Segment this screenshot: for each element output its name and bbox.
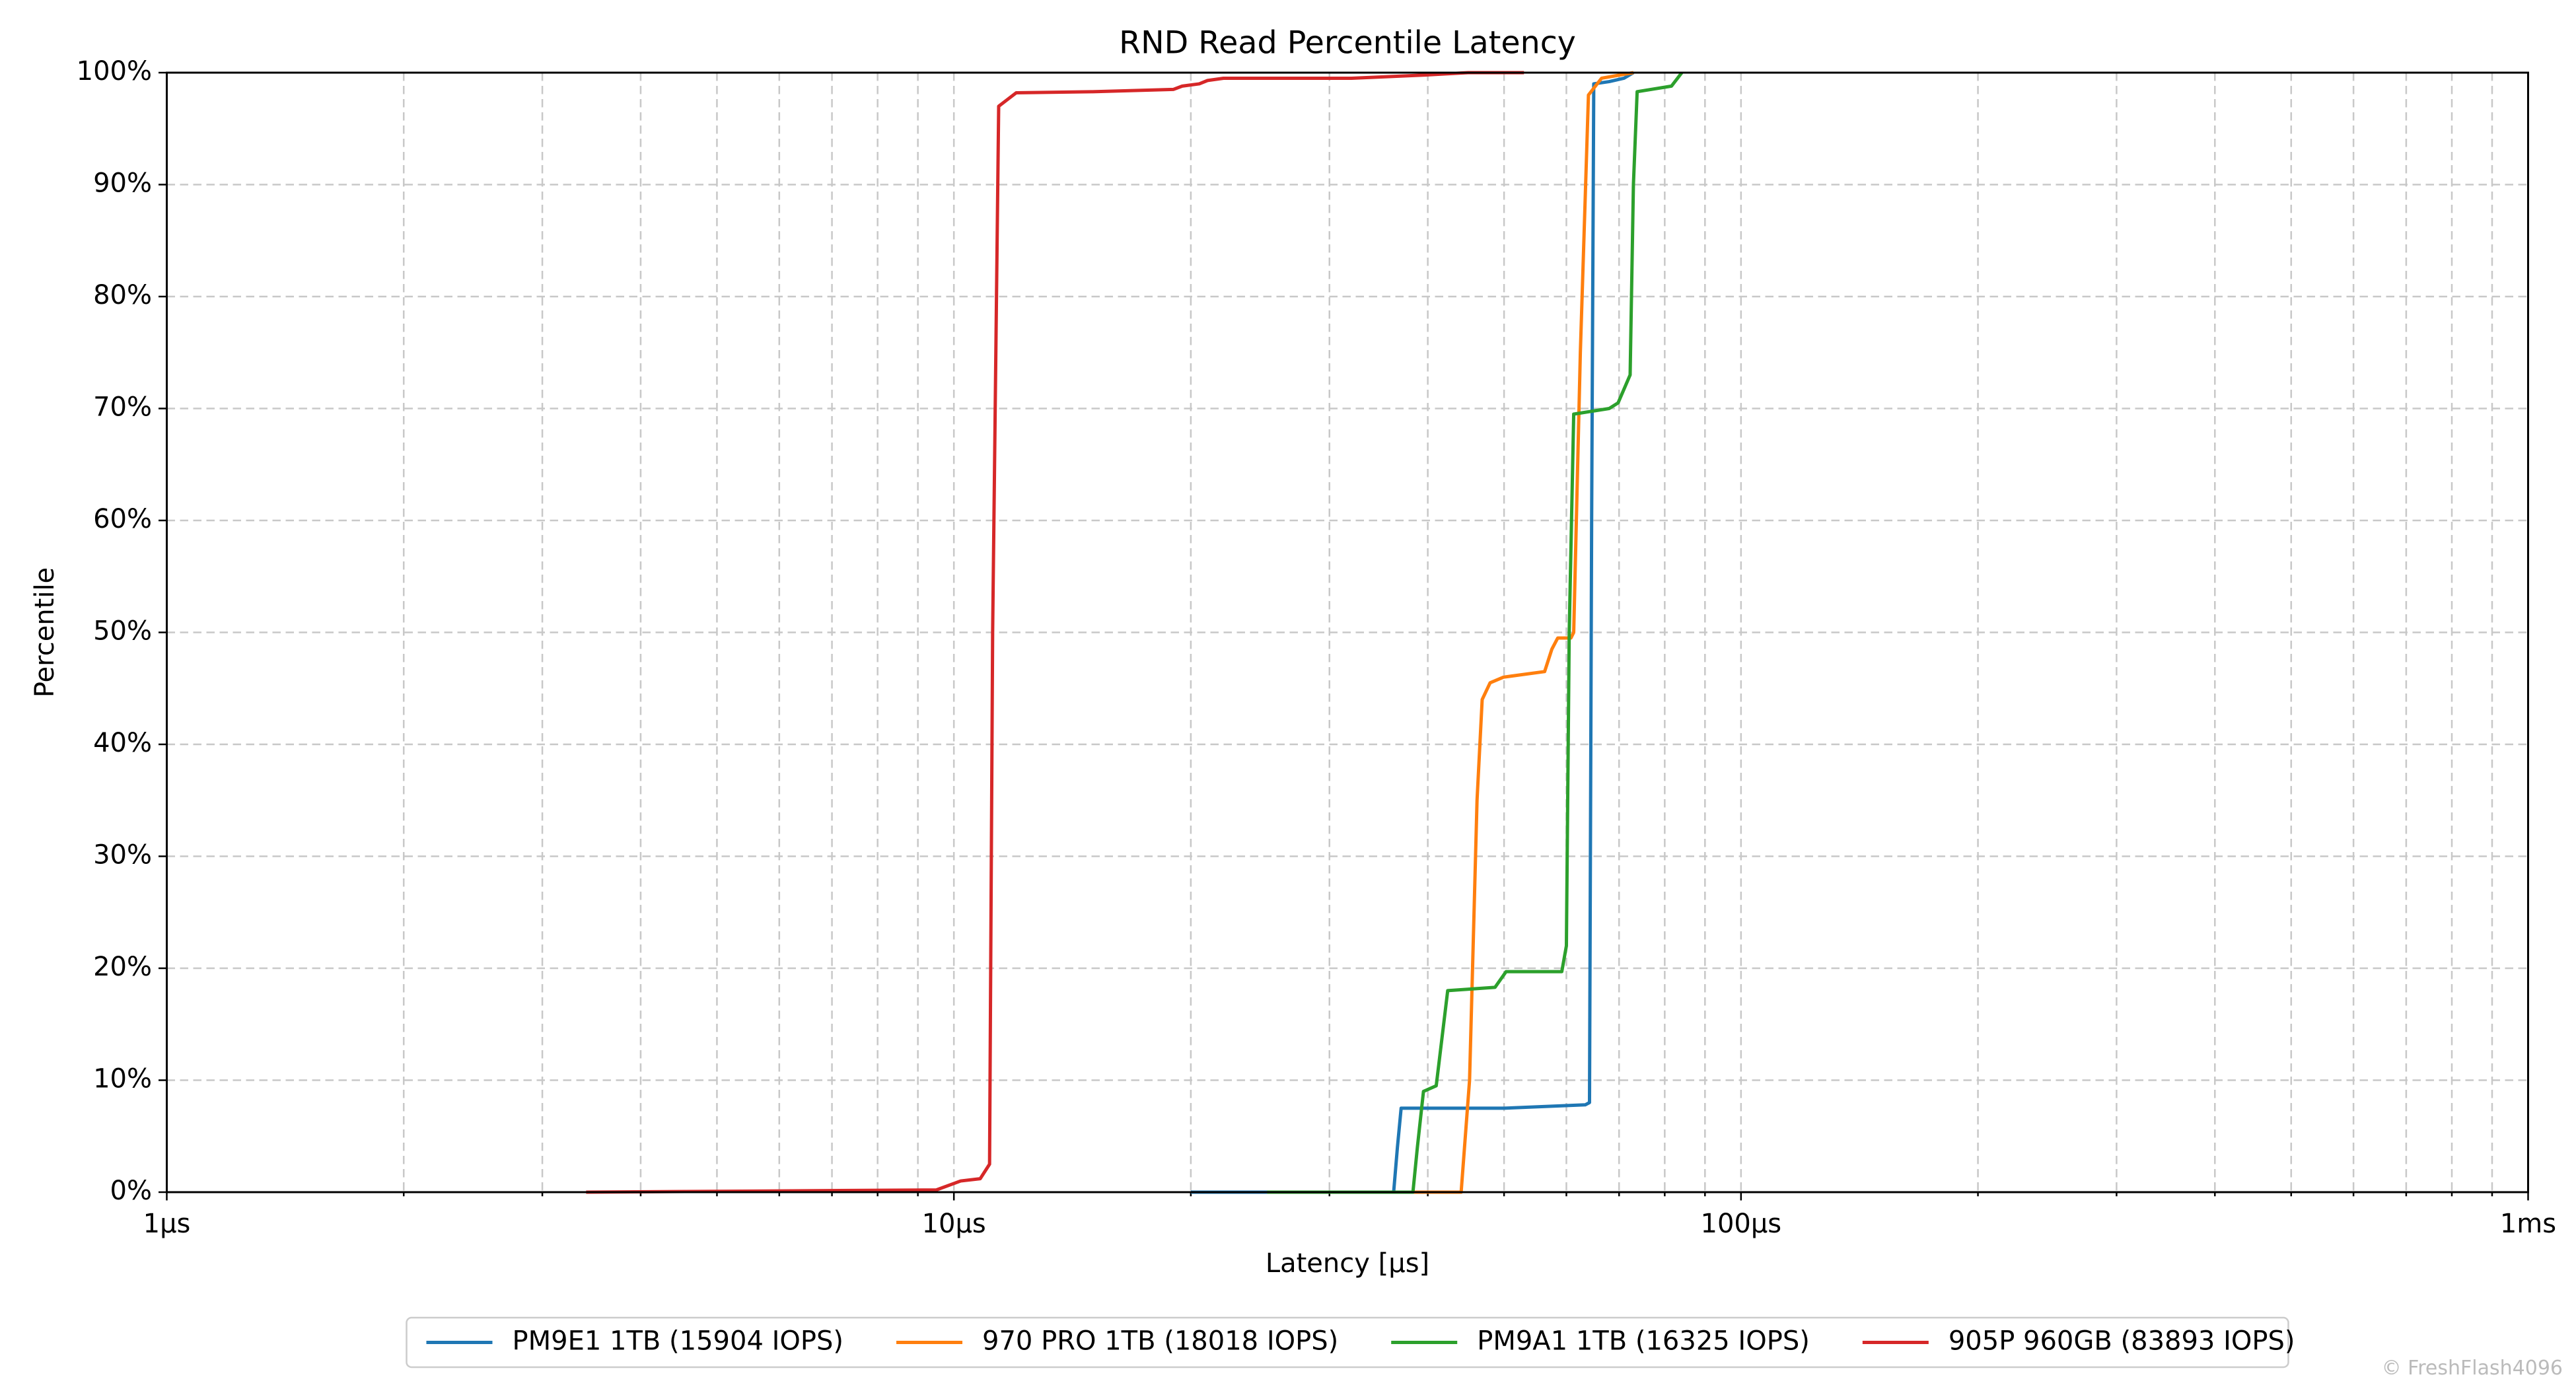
- y-tick-label: 80%: [93, 280, 152, 310]
- x-tick-label: 100µs: [1701, 1209, 1782, 1239]
- y-tick-label: 70%: [93, 392, 152, 423]
- legend-label: PM9A1 1TB (16325 IOPS): [1477, 1326, 1810, 1357]
- y-tick-label: 90%: [93, 168, 152, 199]
- legend-box: [406, 1316, 2289, 1369]
- legend-label: PM9E1 1TB (15904 IOPS): [512, 1326, 843, 1357]
- y-tick-label: 100%: [77, 56, 152, 87]
- y-tick-label: 40%: [93, 728, 152, 758]
- y-tick-label: 0%: [110, 1176, 152, 1206]
- series-line: [1190, 71, 1635, 1194]
- plot-frame: [166, 71, 2529, 1193]
- x-tick-label: 1µs: [143, 1209, 191, 1239]
- y-tick-label: 30%: [93, 840, 152, 871]
- y-axis-label: Percentile: [30, 567, 60, 697]
- x-tick-label: 10µs: [922, 1209, 986, 1239]
- watermark: © FreshFlash4096: [2382, 1357, 2563, 1380]
- y-tick-label: 20%: [93, 952, 152, 982]
- x-tick-label: 1ms: [2500, 1209, 2556, 1239]
- series-line: [586, 71, 1524, 1194]
- chart-title: RND Read Percentile Latency: [1119, 25, 1576, 61]
- x-axis-label: Latency [µs]: [1266, 1248, 1429, 1279]
- y-tick-label: 60%: [93, 504, 152, 534]
- legend-label: 970 PRO 1TB (18018 IOPS): [982, 1326, 1338, 1357]
- series-line: [1267, 71, 1684, 1194]
- legend: PM9E1 1TB (15904 IOPS) 970 PRO 1TB (18018…: [406, 1316, 2295, 1369]
- y-tick-label: 10%: [93, 1064, 152, 1094]
- series-line: [1329, 71, 1634, 1194]
- y-tick-label: 50%: [93, 616, 152, 647]
- legend-label: 905P 960GB (83893 IOPS): [1949, 1326, 2295, 1357]
